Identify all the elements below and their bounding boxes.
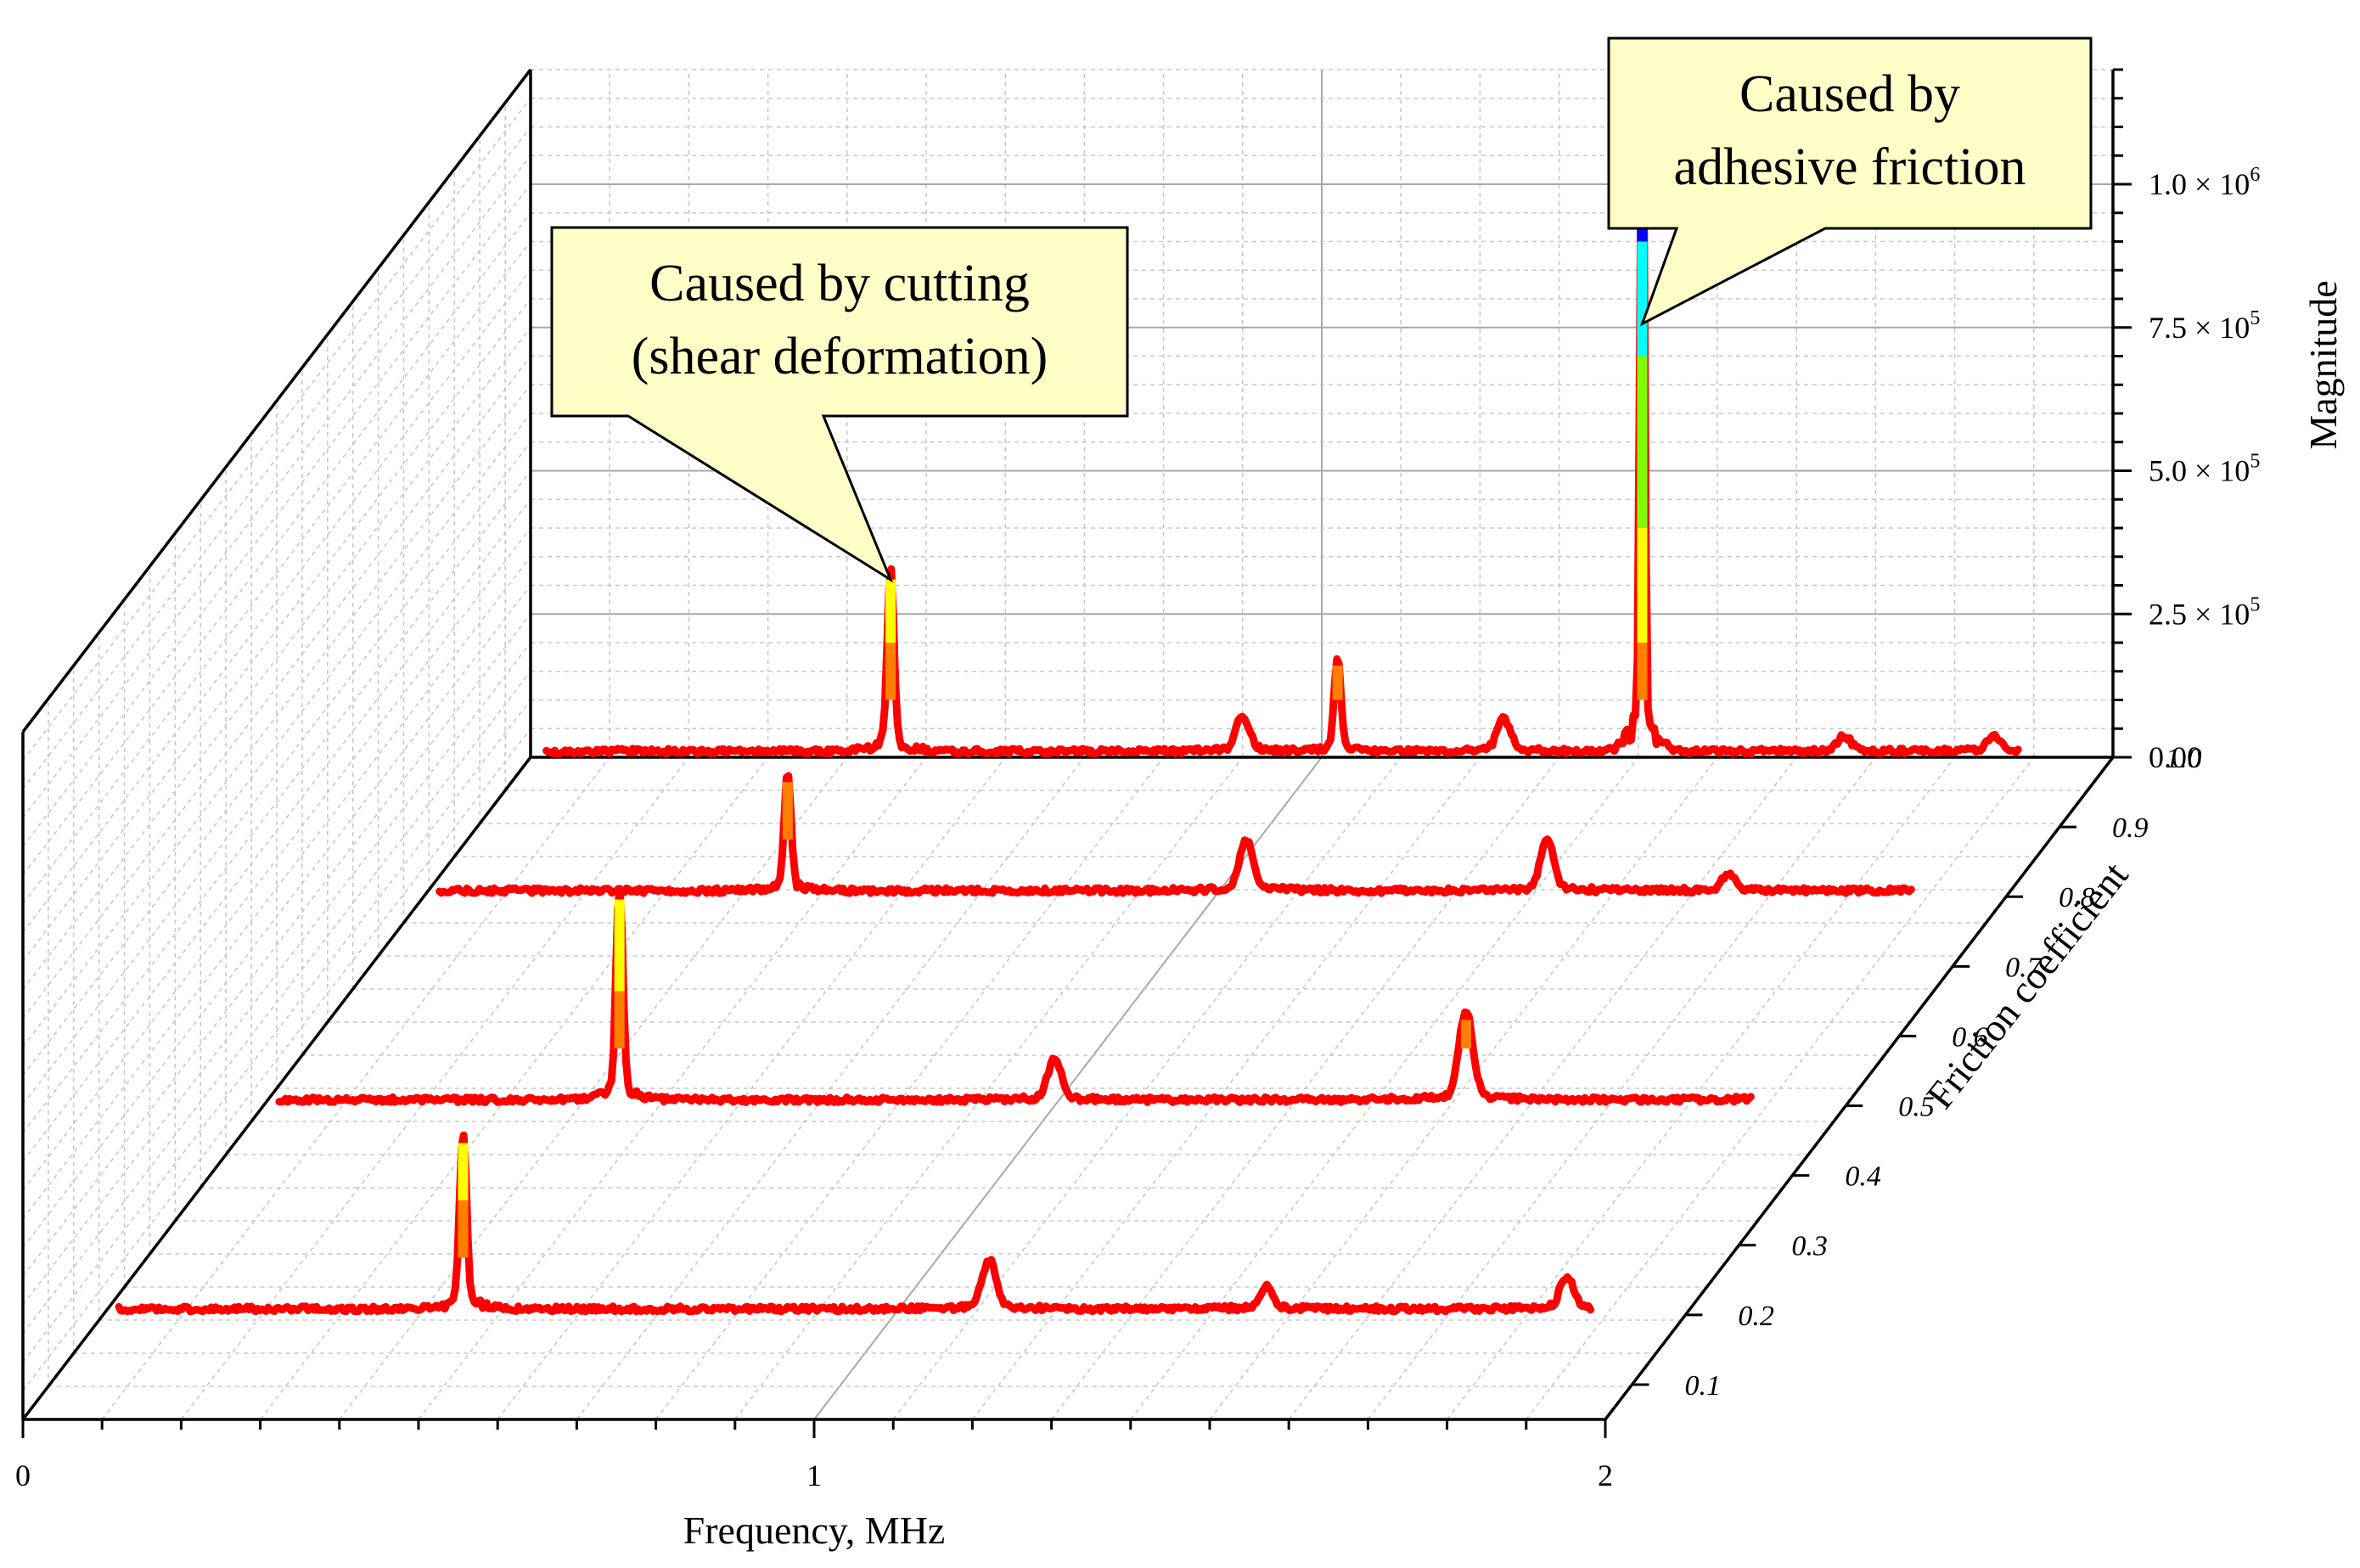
series-line: [275, 885, 1755, 1106]
leftwall-gridline-magnitude: [22, 327, 531, 991]
y-tick-label: 0.3: [1791, 1231, 1828, 1262]
leftwall-gridline-magnitude: [22, 126, 531, 790]
callout-1: Caused by cutting (shear deformation): [550, 226, 1129, 583]
y-tick-label: 1.0: [2166, 743, 2202, 774]
leftwall-gridline-magnitude: [22, 700, 531, 1363]
y-axis-line: [1604, 756, 2115, 1421]
z-tick-mantissa: 1.0 × 10: [2149, 167, 2250, 201]
z-tick-label: 2.5 × 105: [2149, 593, 2260, 631]
leftwall-gridline-magnitude: [22, 671, 531, 1335]
series-0.8: [435, 772, 1915, 897]
leftwall-gridline-magnitude: [22, 298, 531, 962]
callout-bubble: [1607, 37, 2093, 327]
leftwall-gridline-magnitude: [22, 470, 531, 1133]
series-line: [542, 45, 2022, 758]
leftwall-gridline-magnitude: [22, 98, 531, 762]
series-line: [435, 772, 1915, 897]
x-tick-label: 0: [15, 1458, 31, 1492]
z-tick-label: 5.0 × 105: [2149, 451, 2260, 488]
y-tick-label: 0.4: [1845, 1161, 1881, 1193]
callout-text: (shear deformation): [632, 328, 1048, 385]
z-axis-title: Magnitude: [2301, 280, 2345, 449]
leftwall-gridline-magnitude: [22, 269, 531, 933]
y-axis-title: Friction coefficient: [1918, 854, 2137, 1117]
floor-gridline-freq: [1209, 756, 1718, 1420]
callout-2: Caused by adhesive friction: [1607, 37, 2093, 327]
y-tick-label: 0.2: [1738, 1301, 1773, 1332]
leftwall-gridline-magnitude: [22, 527, 531, 1191]
series-0.2: [115, 1131, 1595, 1316]
leftwall-gridline-magnitude: [22, 498, 531, 1162]
series-0.5: [275, 885, 1755, 1106]
leftwall-gridline-magnitude: [22, 413, 531, 1076]
y-tick-label: 0.6: [1952, 1021, 1988, 1053]
x-tick-label: 1: [806, 1458, 822, 1492]
left-top-edge: [21, 68, 532, 733]
leftwall-gridline-magnitude: [22, 613, 531, 1277]
callout-text: Caused by: [1739, 65, 1960, 123]
z-tick-label: 0.00: [2149, 740, 2202, 774]
z-tick-mantissa: 0.00: [2149, 740, 2202, 774]
leftwall-gridline-magnitude: [22, 212, 531, 876]
leftwall-gridline-magnitude: [22, 384, 531, 1048]
y-tick-label: 0.5: [1898, 1092, 1935, 1123]
chart-box-edges: [21, 68, 2115, 1421]
z-tick-exponent: 5: [2250, 307, 2260, 329]
z-tick-label: 1.0 × 106: [2149, 164, 2260, 201]
leftwall-gridline-magnitude: [22, 183, 531, 847]
y-tick-label: 0.7: [2005, 952, 2043, 983]
x-tick-label: 2: [1598, 1458, 1613, 1492]
leftwall-gridline-magnitude: [22, 556, 531, 1220]
leftwall-gridline-magnitude: [22, 728, 531, 1391]
floor-gridline-freq: [971, 756, 1481, 1420]
callout-text: adhesive friction: [1674, 138, 2026, 196]
floor-gridline-freq: [1446, 756, 1956, 1420]
leftwall-gridline-magnitude: [22, 241, 531, 904]
y-tick-label: 0.9: [2112, 812, 2149, 844]
x-axis-title: Frequency, MHz: [683, 1509, 946, 1552]
z-tick-exponent: 5: [2250, 593, 2260, 615]
annotation-callouts: Caused by cutting(shear deformation)Caus…: [550, 37, 2093, 583]
z-tick-label: 7.5 × 105: [2149, 307, 2260, 345]
z-tick-mantissa: 2.5 × 10: [2149, 597, 2250, 631]
leftwall-gridline-magnitude: [22, 585, 531, 1248]
z-tick-exponent: 5: [2250, 451, 2260, 473]
leftwall-gridline-magnitude: [22, 441, 531, 1105]
spectrum-series: [115, 45, 2022, 1316]
callout-text: Caused by cutting: [649, 255, 1030, 312]
y-tick-label: 0.1: [1684, 1370, 1721, 1402]
series-line: [115, 1131, 1595, 1316]
leftwall-gridline-magnitude: [22, 155, 531, 818]
leftwall-gridline-magnitude: [22, 356, 531, 1019]
z-tick-mantissa: 7.5 × 10: [2149, 311, 2250, 345]
chart-axes: 0 1 2 Frequency, MHz 0.1 0.2 0.3 0.4 0.5 0.6 0.7 0.…: [15, 68, 2345, 1552]
z-tick-mantissa: 5.0 × 10: [2149, 454, 2250, 488]
callout-bubble: [550, 226, 1129, 583]
floor-gridline-freq: [892, 756, 1402, 1420]
y-tick-label: 0.8: [2059, 882, 2095, 913]
leftwall-gridline-magnitude: [22, 642, 531, 1306]
z-tick-exponent: 6: [2250, 164, 2260, 186]
left-floor-edge: [21, 756, 532, 1421]
series-1: [542, 45, 2022, 758]
